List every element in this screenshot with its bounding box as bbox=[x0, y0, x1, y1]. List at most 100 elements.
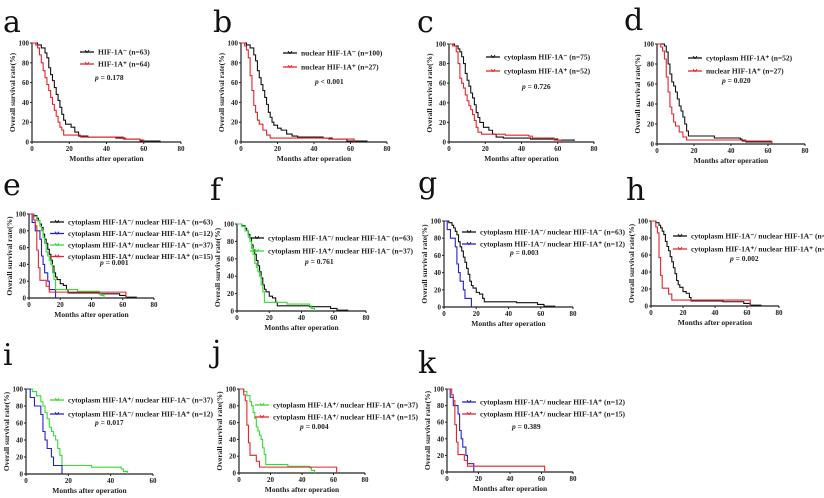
x-tick-label: 0 bbox=[447, 145, 451, 153]
y-tick-label: 100 bbox=[644, 41, 655, 49]
y-tick-label: 80 bbox=[437, 402, 445, 410]
legend-label: cytoplasm HIF-1A⁺ (n=52) bbox=[706, 54, 793, 63]
x-tick-label: 80 bbox=[776, 309, 784, 317]
x-tick-label: 40 bbox=[518, 145, 526, 153]
legend-label: nuclear HIF-1A⁻ (n=100) bbox=[301, 49, 383, 58]
survival-curve-black bbox=[657, 43, 773, 144]
x-axis-label: Months after operation bbox=[54, 310, 129, 319]
y-tick-label: 60 bbox=[647, 81, 655, 89]
y-tick-label: 20 bbox=[229, 453, 237, 461]
y-axis-label: Overall survival rate(%) bbox=[423, 390, 432, 470]
panel-h: h 0 20 40 60 80 100 0 20 40 60 80 Months after opera… bbox=[626, 173, 824, 327]
x-tick-label: 60 bbox=[765, 147, 773, 155]
panel-letter: d bbox=[624, 3, 643, 38]
y-tick-label: 20 bbox=[22, 119, 30, 127]
survival-curve-red bbox=[449, 43, 562, 142]
y-axis-label: Overall survival rate(%) bbox=[5, 216, 14, 296]
legend-marker bbox=[466, 229, 472, 234]
panel-letter: h bbox=[626, 173, 645, 208]
legend-label: cytoplasm HIF-1A⁻/ nuclear HIF-1A⁺ (n=12… bbox=[480, 398, 625, 407]
survival-curve-black bbox=[651, 220, 762, 306]
y-tick-label: 80 bbox=[22, 59, 30, 67]
y-axis-label: Overall survival rate(%) bbox=[217, 52, 226, 132]
x-tick-label: 80 bbox=[362, 476, 370, 484]
x-tick-label: 60 bbox=[347, 145, 355, 153]
y-tick-label: 40 bbox=[439, 99, 447, 107]
legend-label: nuclear HIF-1A⁺ (n=27) bbox=[706, 67, 784, 76]
y-tick-label: 100 bbox=[226, 386, 237, 394]
legend-label: cytoplasm HIF-1A⁻/ nuclear HIF-1A⁺ (n=12… bbox=[68, 410, 213, 419]
legend-label: HIF-1A⁻ (n=63) bbox=[98, 48, 150, 57]
panel-k: k 0 20 40 60 80 100 0 20 40 60 80 Months after opera… bbox=[418, 346, 625, 493]
y-tick-label: 100 bbox=[431, 218, 442, 226]
legend-marker bbox=[259, 414, 265, 419]
legend-label: cytoplasm HIF-1A⁺/ nuclear HIF-1A⁻ (n=37… bbox=[68, 396, 213, 405]
y-tick-label: 100 bbox=[638, 218, 649, 226]
legend-marker bbox=[490, 68, 496, 73]
panel-b: b 0 20 40 60 80 100 0 20 40 60 80 Months after opera… bbox=[213, 5, 391, 163]
x-tick-label: 80 bbox=[178, 145, 186, 153]
y-tick-label: 100 bbox=[16, 211, 27, 219]
x-tick-label: 20 bbox=[57, 301, 65, 309]
y-tick-label: 100 bbox=[13, 386, 24, 394]
panel-d: d 0 20 40 60 80 100 0 20 40 60 80 Months after opera… bbox=[624, 3, 809, 165]
legend-marker bbox=[692, 68, 698, 73]
p-value: p < 0.001 bbox=[314, 77, 344, 86]
x-tick-label: 60 bbox=[150, 477, 158, 485]
survival-curve-red bbox=[651, 220, 751, 306]
x-axis-label: Months after operation bbox=[484, 154, 559, 163]
x-axis-label: Months after operation bbox=[52, 486, 127, 495]
y-tick-label: 0 bbox=[441, 469, 445, 477]
x-tick-label: 40 bbox=[507, 475, 515, 483]
panel-letter: g bbox=[418, 166, 437, 201]
x-tick-label: 0 bbox=[237, 476, 241, 484]
x-tick-label: 60 bbox=[119, 301, 127, 309]
survival-curve-red bbox=[241, 42, 355, 142]
panel-letter: c bbox=[417, 5, 434, 40]
panel-g: g 0 20 40 60 80 100 0 20 40 60 80 Months after opera… bbox=[418, 166, 625, 328]
x-tick-label: 40 bbox=[299, 476, 307, 484]
x-tick-label: 80 bbox=[591, 145, 599, 153]
legend-marker bbox=[677, 233, 683, 238]
x-tick-label: 20 bbox=[66, 145, 74, 153]
y-tick-label: 0 bbox=[235, 139, 239, 147]
panel-letter: k bbox=[418, 346, 437, 381]
y-tick-label: 80 bbox=[647, 61, 655, 69]
y-tick-label: 20 bbox=[19, 278, 27, 286]
x-tick-label: 0 bbox=[30, 145, 34, 153]
y-tick-label: 20 bbox=[227, 290, 235, 298]
y-tick-label: 60 bbox=[22, 79, 30, 87]
x-tick-label: 20 bbox=[267, 476, 275, 484]
y-tick-label: 40 bbox=[231, 99, 239, 107]
y-tick-label: 0 bbox=[23, 295, 27, 303]
y-tick-label: 40 bbox=[19, 261, 27, 269]
p-value: p = 0.178 bbox=[94, 73, 124, 82]
x-tick-label: 60 bbox=[330, 314, 338, 322]
p-value: p = 0.020 bbox=[721, 76, 751, 85]
x-tick-label: 40 bbox=[505, 310, 513, 318]
y-tick-label: 80 bbox=[16, 403, 24, 411]
y-tick-label: 100 bbox=[19, 40, 30, 48]
x-tick-label: 20 bbox=[65, 477, 73, 485]
x-tick-label: 80 bbox=[363, 314, 371, 322]
x-tick-label: 60 bbox=[537, 310, 545, 318]
y-tick-label: 100 bbox=[224, 221, 235, 229]
legend-marker bbox=[490, 54, 496, 59]
legend-marker bbox=[466, 399, 472, 404]
y-tick-label: 80 bbox=[434, 235, 442, 243]
y-tick-label: 0 bbox=[231, 308, 235, 316]
y-tick-label: 80 bbox=[19, 227, 27, 235]
legend-label: cytoplasm HIF-1A⁻ (n=75) bbox=[504, 53, 591, 62]
x-tick-label: 40 bbox=[88, 301, 96, 309]
legend-marker bbox=[287, 50, 293, 55]
y-tick-label: 60 bbox=[434, 252, 442, 260]
y-tick-label: 60 bbox=[16, 420, 24, 428]
y-tick-label: 40 bbox=[437, 435, 445, 443]
legend-label: cytoplasm HIF-1A⁺ (n=52) bbox=[504, 67, 591, 76]
panel-letter: i bbox=[3, 338, 13, 373]
legend-marker bbox=[466, 411, 472, 416]
p-value: p = 0.017 bbox=[94, 418, 124, 427]
survival-curve-blue bbox=[444, 220, 472, 307]
p-value: p = 0.761 bbox=[304, 257, 334, 266]
survival-curve-black bbox=[241, 42, 368, 142]
